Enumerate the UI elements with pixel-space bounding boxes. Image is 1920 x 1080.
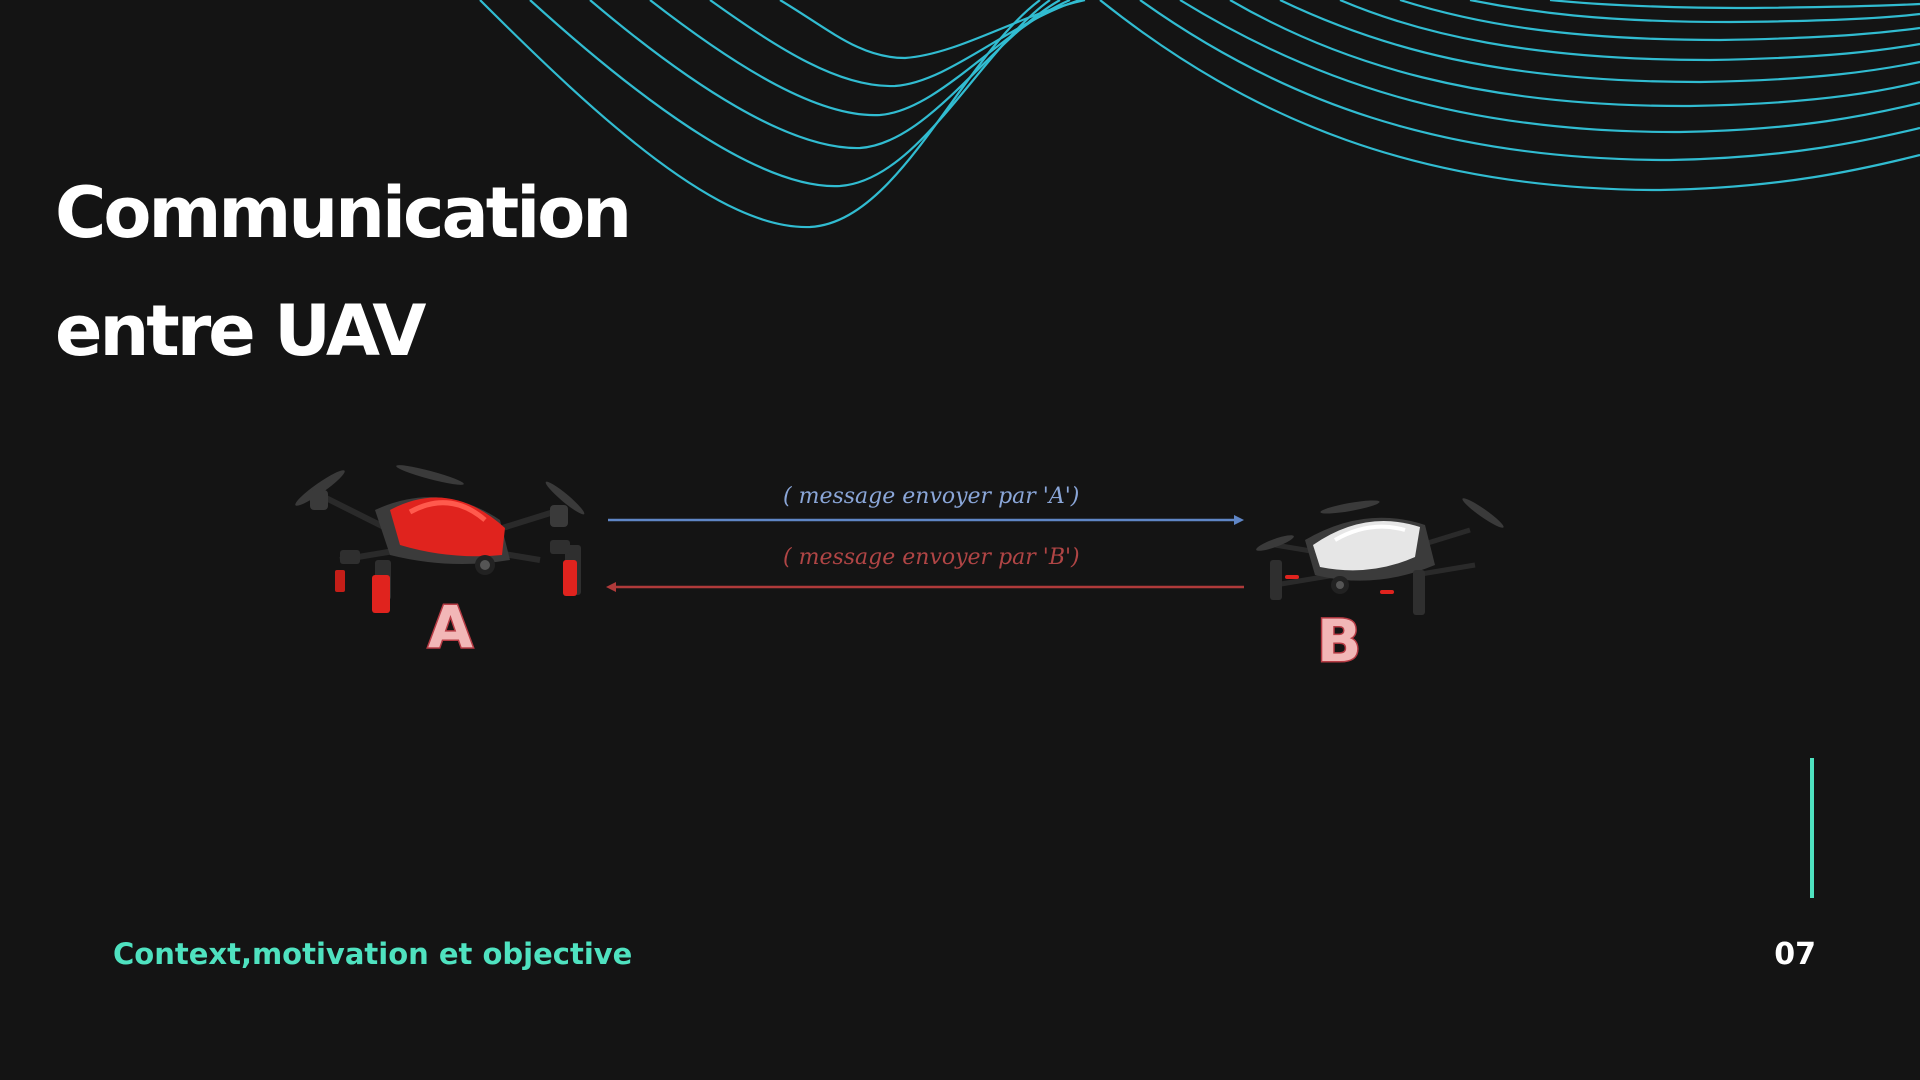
drone-a-image [280, 450, 600, 640]
drone-b-image [1245, 485, 1505, 655]
arrow-b-to-a [606, 582, 1244, 592]
drone-icon [1256, 498, 1504, 615]
arrow-a-to-b [608, 515, 1244, 525]
message-b-to-a-label: ( message envoyer par 'B') [783, 545, 1080, 570]
drone-b-label: B [1315, 607, 1362, 675]
footer-section-label: Context,motivation et objective [113, 937, 633, 971]
drone-a-label: A [427, 593, 475, 661]
drone-icon [295, 465, 585, 613]
message-a-to-b-label: ( message envoyer par 'A') [783, 484, 1080, 509]
page-title-line-1: Communication [55, 172, 632, 254]
page-title-line-2: entre UAV [55, 290, 426, 372]
accent-bar [1810, 758, 1814, 898]
page-number: 07 [1774, 937, 1816, 972]
